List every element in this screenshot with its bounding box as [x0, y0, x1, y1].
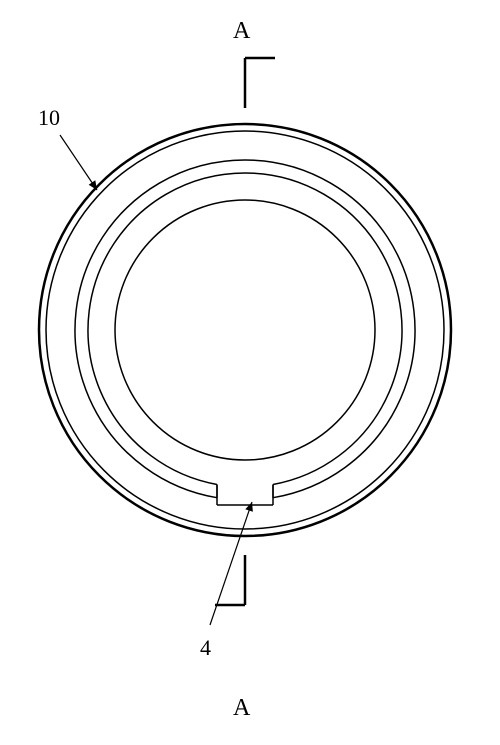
section-diagram: [0, 0, 500, 745]
arc-groove-inner: [88, 173, 402, 484]
section-label-bottom: A: [233, 695, 250, 722]
leader-10-line: [60, 135, 97, 190]
ref-label-4: 4: [200, 635, 211, 661]
leader-4-arrow: [245, 502, 253, 512]
ref-label-10: 10: [38, 105, 60, 131]
circle-outer-inner-edge: [46, 131, 444, 529]
circle-outer-edge: [39, 124, 451, 536]
leader-10-arrow: [89, 180, 97, 190]
section-label-top: A: [233, 18, 250, 45]
arc-groove-outer: [75, 160, 415, 498]
circle-bore: [115, 200, 375, 460]
